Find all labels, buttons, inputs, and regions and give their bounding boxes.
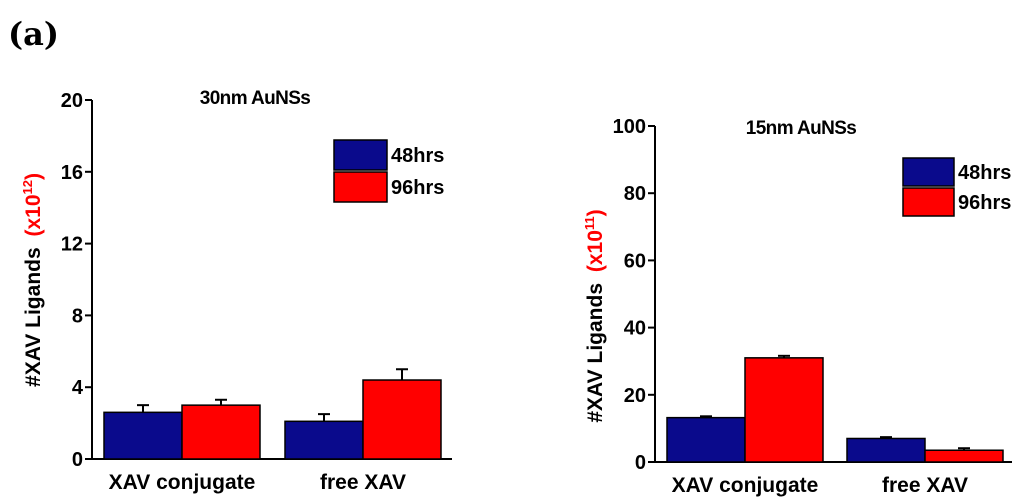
chart-15nm: 15nm AuNSs #XAV Ligands (x1011) 0 20 40 60 8… bbox=[582, 116, 1012, 497]
legend-swatch bbox=[333, 139, 388, 171]
bar bbox=[846, 437, 926, 463]
x-category-label: XAV conjugate bbox=[109, 471, 256, 494]
y-tick-label: 12 bbox=[61, 234, 83, 256]
bar bbox=[284, 420, 364, 460]
y-tick-label: 40 bbox=[624, 318, 646, 340]
y-tick-label: 20 bbox=[624, 385, 646, 407]
y-tick-label: 0 bbox=[635, 452, 646, 474]
bar bbox=[181, 404, 261, 460]
y-tick-label: 20 bbox=[61, 90, 83, 112]
legend-swatch bbox=[902, 187, 955, 217]
x-category-label: free XAV bbox=[882, 474, 968, 497]
legend-swatch bbox=[333, 171, 388, 203]
y-axis-unit-prefix: (x10 bbox=[22, 194, 45, 236]
y-axis-unit-exponent: 11 bbox=[582, 216, 597, 230]
y-axis-unit-prefix: (x10 bbox=[584, 230, 607, 272]
panel-label: (a) bbox=[8, 15, 59, 53]
svg-text:#XAV Ligands (x1012): #XAV Ligands (x1012) bbox=[20, 173, 45, 387]
legend-label: 48hrs bbox=[391, 145, 444, 167]
bar bbox=[666, 416, 746, 463]
y-axis-unit-exponent: 12 bbox=[20, 180, 35, 194]
bar bbox=[924, 449, 1004, 463]
y-tick-label: 8 bbox=[72, 305, 83, 327]
legend-label: 48hrs bbox=[958, 162, 1011, 184]
y-tick-label: 100 bbox=[613, 116, 646, 138]
chart-30nm: 30nm AuNSs #XAV Ligands (x1012) 04812162… bbox=[20, 88, 452, 494]
legend-swatch bbox=[902, 157, 955, 187]
y-tick-label: 80 bbox=[624, 183, 646, 205]
y-axis-label-text: #XAV Ligands bbox=[22, 247, 45, 387]
chart-title: 30nm AuNSs bbox=[200, 88, 311, 109]
chart-title: 15nm AuNSs bbox=[746, 118, 857, 139]
y-tick-label: 0 bbox=[72, 449, 83, 471]
svg-text:#XAV Ligands (x1011): #XAV Ligands (x1011) bbox=[582, 209, 607, 422]
y-tick-label: 60 bbox=[624, 250, 646, 272]
legend-label: 96hrs bbox=[391, 177, 444, 199]
y-tick-label: 4 bbox=[72, 377, 84, 399]
legend-label: 96hrs bbox=[958, 192, 1011, 214]
x-category-label: XAV conjugate bbox=[672, 474, 819, 497]
x-category-label: free XAV bbox=[320, 471, 406, 494]
y-tick-label: 16 bbox=[61, 162, 83, 184]
bar bbox=[744, 357, 824, 463]
y-axis-unit-suffix: ) bbox=[22, 173, 45, 180]
bar bbox=[103, 411, 183, 460]
y-axis-unit-suffix: ) bbox=[584, 209, 607, 216]
bar bbox=[362, 379, 442, 460]
y-axis-label: #XAV Ligands (x1012) bbox=[20, 173, 45, 387]
y-axis-label: #XAV Ligands (x1011) bbox=[582, 209, 607, 422]
y-axis-label-text: #XAV Ligands bbox=[584, 283, 607, 423]
